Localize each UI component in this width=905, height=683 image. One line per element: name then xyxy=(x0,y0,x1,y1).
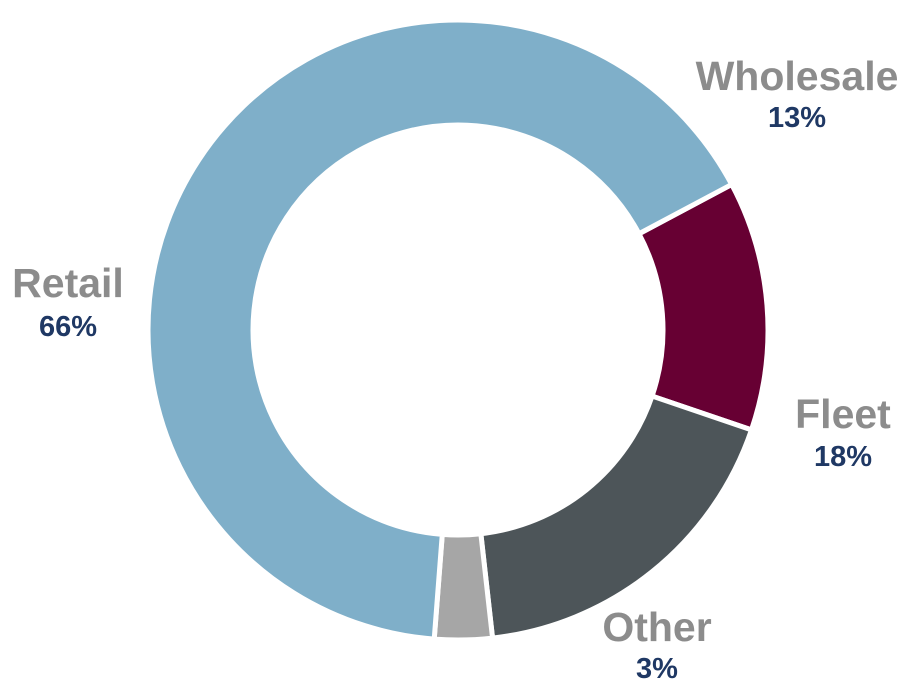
slice-retail xyxy=(145,17,735,642)
value-label-retail: 66% xyxy=(39,311,97,343)
value-label-fleet: 18% xyxy=(814,441,872,473)
label-other: Other xyxy=(602,604,711,650)
donut-slices xyxy=(145,17,771,643)
label-fleet: Fleet xyxy=(795,391,891,437)
slice-fleet xyxy=(478,393,754,641)
value-label-other: 3% xyxy=(636,653,678,683)
value-label-wholesale: 13% xyxy=(768,102,826,134)
label-retail: Retail xyxy=(12,260,124,306)
label-wholesale: Wholesale xyxy=(696,53,899,99)
